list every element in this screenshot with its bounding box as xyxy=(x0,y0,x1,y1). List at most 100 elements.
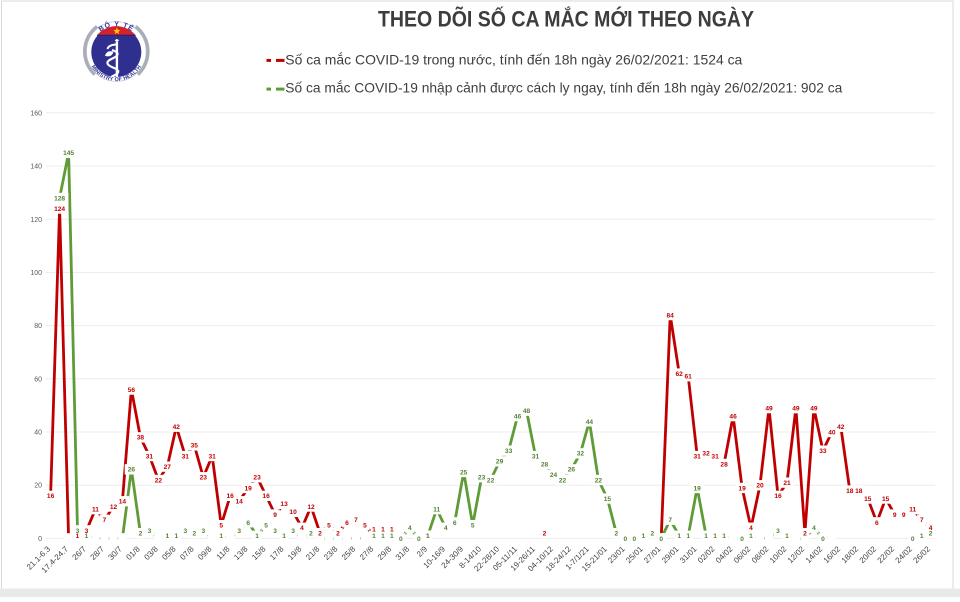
svg-text:46: 46 xyxy=(729,414,737,421)
svg-text:1: 1 xyxy=(381,527,385,534)
svg-text:11: 11 xyxy=(92,507,99,514)
svg-text:49: 49 xyxy=(792,406,800,413)
svg-text:3: 3 xyxy=(76,528,80,535)
svg-text:14: 14 xyxy=(236,499,244,506)
svg-text:6: 6 xyxy=(246,520,250,527)
svg-text:BỘ Y TẾ: BỘ Y TẾ xyxy=(98,20,137,33)
svg-text:32: 32 xyxy=(702,451,710,458)
svg-text:1: 1 xyxy=(219,533,223,540)
svg-text:23: 23 xyxy=(200,475,208,482)
svg-text:31: 31 xyxy=(694,453,702,460)
svg-text:160: 160 xyxy=(30,110,42,117)
svg-text:0: 0 xyxy=(911,536,915,543)
svg-text:1: 1 xyxy=(722,533,726,540)
svg-text:28: 28 xyxy=(720,461,728,468)
svg-text:5: 5 xyxy=(264,523,268,530)
svg-text:20: 20 xyxy=(756,483,764,490)
svg-text:5: 5 xyxy=(363,523,367,530)
svg-text:31: 31 xyxy=(209,453,217,460)
svg-text:46: 46 xyxy=(514,414,522,421)
svg-text:Số ca mắc COVID-19 trong nước,: Số ca mắc COVID-19 trong nước, tính đến … xyxy=(285,51,742,67)
svg-text:62: 62 xyxy=(676,371,684,378)
svg-text:1: 1 xyxy=(785,533,789,540)
svg-text:9: 9 xyxy=(273,512,277,519)
svg-text:31: 31 xyxy=(711,453,719,460)
svg-text:23: 23 xyxy=(478,475,486,482)
svg-text:29: 29 xyxy=(496,459,504,466)
svg-text:20: 20 xyxy=(34,483,42,490)
svg-text:7: 7 xyxy=(668,517,672,524)
svg-text:15: 15 xyxy=(604,496,612,503)
svg-text:49: 49 xyxy=(765,406,773,413)
svg-text:21: 21 xyxy=(783,480,791,487)
svg-text:3: 3 xyxy=(291,528,295,535)
svg-text:25: 25 xyxy=(460,469,468,476)
svg-text:1: 1 xyxy=(390,533,394,540)
svg-text:2: 2 xyxy=(929,531,933,538)
svg-text:3: 3 xyxy=(273,528,277,535)
svg-text:0: 0 xyxy=(632,536,636,543)
svg-text:4: 4 xyxy=(812,525,816,532)
svg-text:2: 2 xyxy=(139,531,143,538)
svg-text:1: 1 xyxy=(426,533,430,540)
svg-text:13: 13 xyxy=(280,501,288,508)
svg-text:56: 56 xyxy=(128,387,136,394)
svg-text:33: 33 xyxy=(505,448,513,455)
svg-text:1: 1 xyxy=(372,527,376,534)
svg-text:145: 145 xyxy=(63,150,74,157)
svg-text:3: 3 xyxy=(85,528,89,535)
svg-text:15: 15 xyxy=(864,496,872,503)
svg-text:7: 7 xyxy=(103,517,107,524)
svg-text:2: 2 xyxy=(318,531,322,538)
svg-text:140: 140 xyxy=(30,164,42,171)
svg-text:18: 18 xyxy=(846,488,854,495)
svg-text:1: 1 xyxy=(381,533,385,540)
svg-text:3: 3 xyxy=(776,528,780,535)
svg-text:5: 5 xyxy=(471,523,475,530)
svg-text:1: 1 xyxy=(686,533,690,540)
svg-text:4: 4 xyxy=(300,525,304,532)
svg-text:Số ca mắc COVID-19 nhập cảnh đ: Số ca mắc COVID-19 nhập cảnh được cách l… xyxy=(285,80,842,96)
svg-text:12: 12 xyxy=(307,504,315,511)
svg-text:19: 19 xyxy=(694,485,702,492)
svg-text:61: 61 xyxy=(685,374,693,381)
svg-text:10: 10 xyxy=(289,509,297,516)
svg-text:84: 84 xyxy=(667,312,675,319)
svg-text:16: 16 xyxy=(774,493,782,500)
svg-text:1: 1 xyxy=(426,533,430,540)
svg-text:22: 22 xyxy=(487,477,495,484)
svg-text:1: 1 xyxy=(920,533,924,540)
svg-text:60: 60 xyxy=(34,376,42,383)
svg-text:100: 100 xyxy=(30,270,42,277)
svg-text:1: 1 xyxy=(85,533,89,540)
svg-text:4: 4 xyxy=(444,525,448,532)
svg-text:3: 3 xyxy=(237,528,241,535)
svg-text:23: 23 xyxy=(253,475,261,482)
svg-text:9: 9 xyxy=(893,512,897,519)
svg-text:24: 24 xyxy=(550,472,558,479)
svg-text:0: 0 xyxy=(417,536,421,543)
svg-text:4: 4 xyxy=(408,525,412,532)
svg-text:1: 1 xyxy=(76,533,80,540)
svg-text:1: 1 xyxy=(390,527,394,534)
svg-text:42: 42 xyxy=(173,424,181,431)
svg-text:1: 1 xyxy=(713,533,717,540)
svg-text:16: 16 xyxy=(47,493,55,500)
svg-text:1: 1 xyxy=(282,533,286,540)
svg-text:2: 2 xyxy=(309,531,313,538)
svg-text:26: 26 xyxy=(568,467,576,474)
svg-text:6: 6 xyxy=(875,520,879,527)
svg-text:3: 3 xyxy=(148,528,152,535)
svg-text:33: 33 xyxy=(819,448,827,455)
svg-text:31: 31 xyxy=(532,453,540,460)
svg-text:128: 128 xyxy=(54,195,65,202)
svg-text:2: 2 xyxy=(336,531,340,538)
svg-text:1: 1 xyxy=(372,533,376,540)
svg-text:15: 15 xyxy=(882,496,890,503)
svg-text:11: 11 xyxy=(433,507,440,514)
svg-text:2: 2 xyxy=(614,531,618,538)
svg-text:40: 40 xyxy=(34,430,42,437)
svg-text:38: 38 xyxy=(137,435,145,442)
svg-text:11: 11 xyxy=(909,507,916,514)
svg-text:1: 1 xyxy=(704,533,708,540)
